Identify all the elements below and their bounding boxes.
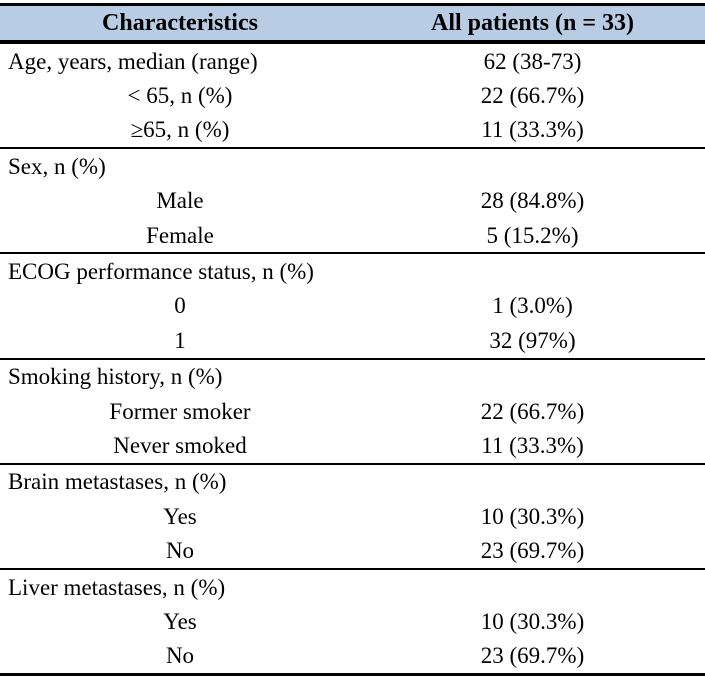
row-label: No (165, 538, 195, 564)
row-value: 11 (33.3%) (481, 117, 584, 143)
row-label: 1 (174, 327, 186, 353)
row-value: 23 (69.7%) (480, 538, 585, 564)
row-value (360, 569, 705, 604)
row-value (360, 464, 705, 499)
table-row: 0 1 (3.0%) (0, 289, 705, 323)
row-label: No (165, 643, 195, 669)
row-label: Yes (163, 503, 197, 529)
row-value: 23 (69.7%) (480, 643, 585, 669)
row-label: ECOG performance status, n (%) (8, 259, 314, 285)
table-row: Female 5 (15.2%) (0, 218, 705, 253)
table-section: Age, years, median (range) 62 (38-73) < 65… (0, 42, 705, 149)
table-row: Sex, n (%) (0, 148, 705, 183)
table-row: Male 28 (84.8%) (0, 184, 705, 218)
row-label: Never smoked (113, 432, 247, 458)
table-row: Yes 10 (30.3%) (0, 604, 705, 638)
table-row: ≥65, n (%) 11 (33.3%) (0, 113, 705, 148)
table-row: No 23 (69.7%) (0, 533, 705, 568)
table-row: Never smoked 11 (33.3%) (0, 428, 705, 463)
row-value: 28 (84.8%) (480, 188, 585, 214)
header-characteristics: Characteristics (102, 10, 258, 36)
row-label: ≥65, n (%) (130, 117, 230, 143)
row-label: Former smoker (109, 398, 251, 424)
table-section: Smoking history, n (%) Former smoker 22 (6… (0, 359, 705, 464)
table-row: Age, years, median (range) 62 (38-73) (0, 42, 705, 78)
row-label: Age, years, median (range) (8, 48, 258, 74)
row-value: 11 (33.3%) (481, 432, 584, 458)
row-value: 5 (15.2%) (486, 222, 579, 248)
table-row: < 65, n (%) 22 (66.7%) (0, 78, 705, 112)
row-value: 32 (97%) (489, 327, 576, 353)
row-value (360, 253, 705, 288)
row-label: < 65, n (%) (127, 83, 233, 109)
characteristics-table: Characteristics All patients (n = 33) Ag… (0, 3, 705, 677)
row-label: Liver metastases, n (%) (8, 574, 226, 600)
table-row: Former smoker 22 (66.7%) (0, 394, 705, 428)
table-row: 1 32 (97%) (0, 323, 705, 358)
row-label: Smoking history, n (%) (8, 364, 223, 390)
row-label: Female (146, 222, 214, 248)
row-value: 62 (38-73) (483, 48, 582, 74)
table-row: Smoking history, n (%) (0, 359, 705, 394)
table-section: ECOG performance status, n (%) 0 1 (3.0%) 1… (0, 253, 705, 359)
table-header: Characteristics All patients (n = 33) (0, 4, 705, 42)
table-header-row: Characteristics All patients (n = 33) (0, 4, 705, 42)
row-label: 0 (174, 293, 186, 319)
row-label: Brain metastases, n (%) (8, 469, 227, 495)
row-label: Yes (163, 608, 197, 634)
row-label: Male (156, 188, 204, 214)
table-section: Sex, n (%) Male 28 (84.8%) Female 5 (15.2%) (0, 148, 705, 254)
table-row: Liver metastases, n (%) (0, 569, 705, 604)
table-section: Liver metastases, n (%) Yes 10 (30.3%) No 23… (0, 569, 705, 675)
row-value (360, 148, 705, 183)
row-value: 1 (3.0%) (492, 293, 573, 319)
table-row: Brain metastases, n (%) (0, 464, 705, 499)
table-section: Brain metastases, n (%) Yes 10 (30.3%) No 23… (0, 464, 705, 569)
row-value: 10 (30.3%) (480, 503, 585, 529)
header-all-patients: All patients (n = 33) (430, 10, 634, 36)
table-row: Yes 10 (30.3%) (0, 499, 705, 533)
row-value: 22 (66.7%) (480, 83, 585, 109)
table-row: No 23 (69.7%) (0, 639, 705, 675)
row-value: 22 (66.7%) (480, 398, 585, 424)
row-label: Sex, n (%) (8, 153, 106, 179)
row-value: 10 (30.3%) (480, 608, 585, 634)
row-value (360, 359, 705, 394)
table-row: ECOG performance status, n (%) (0, 253, 705, 288)
